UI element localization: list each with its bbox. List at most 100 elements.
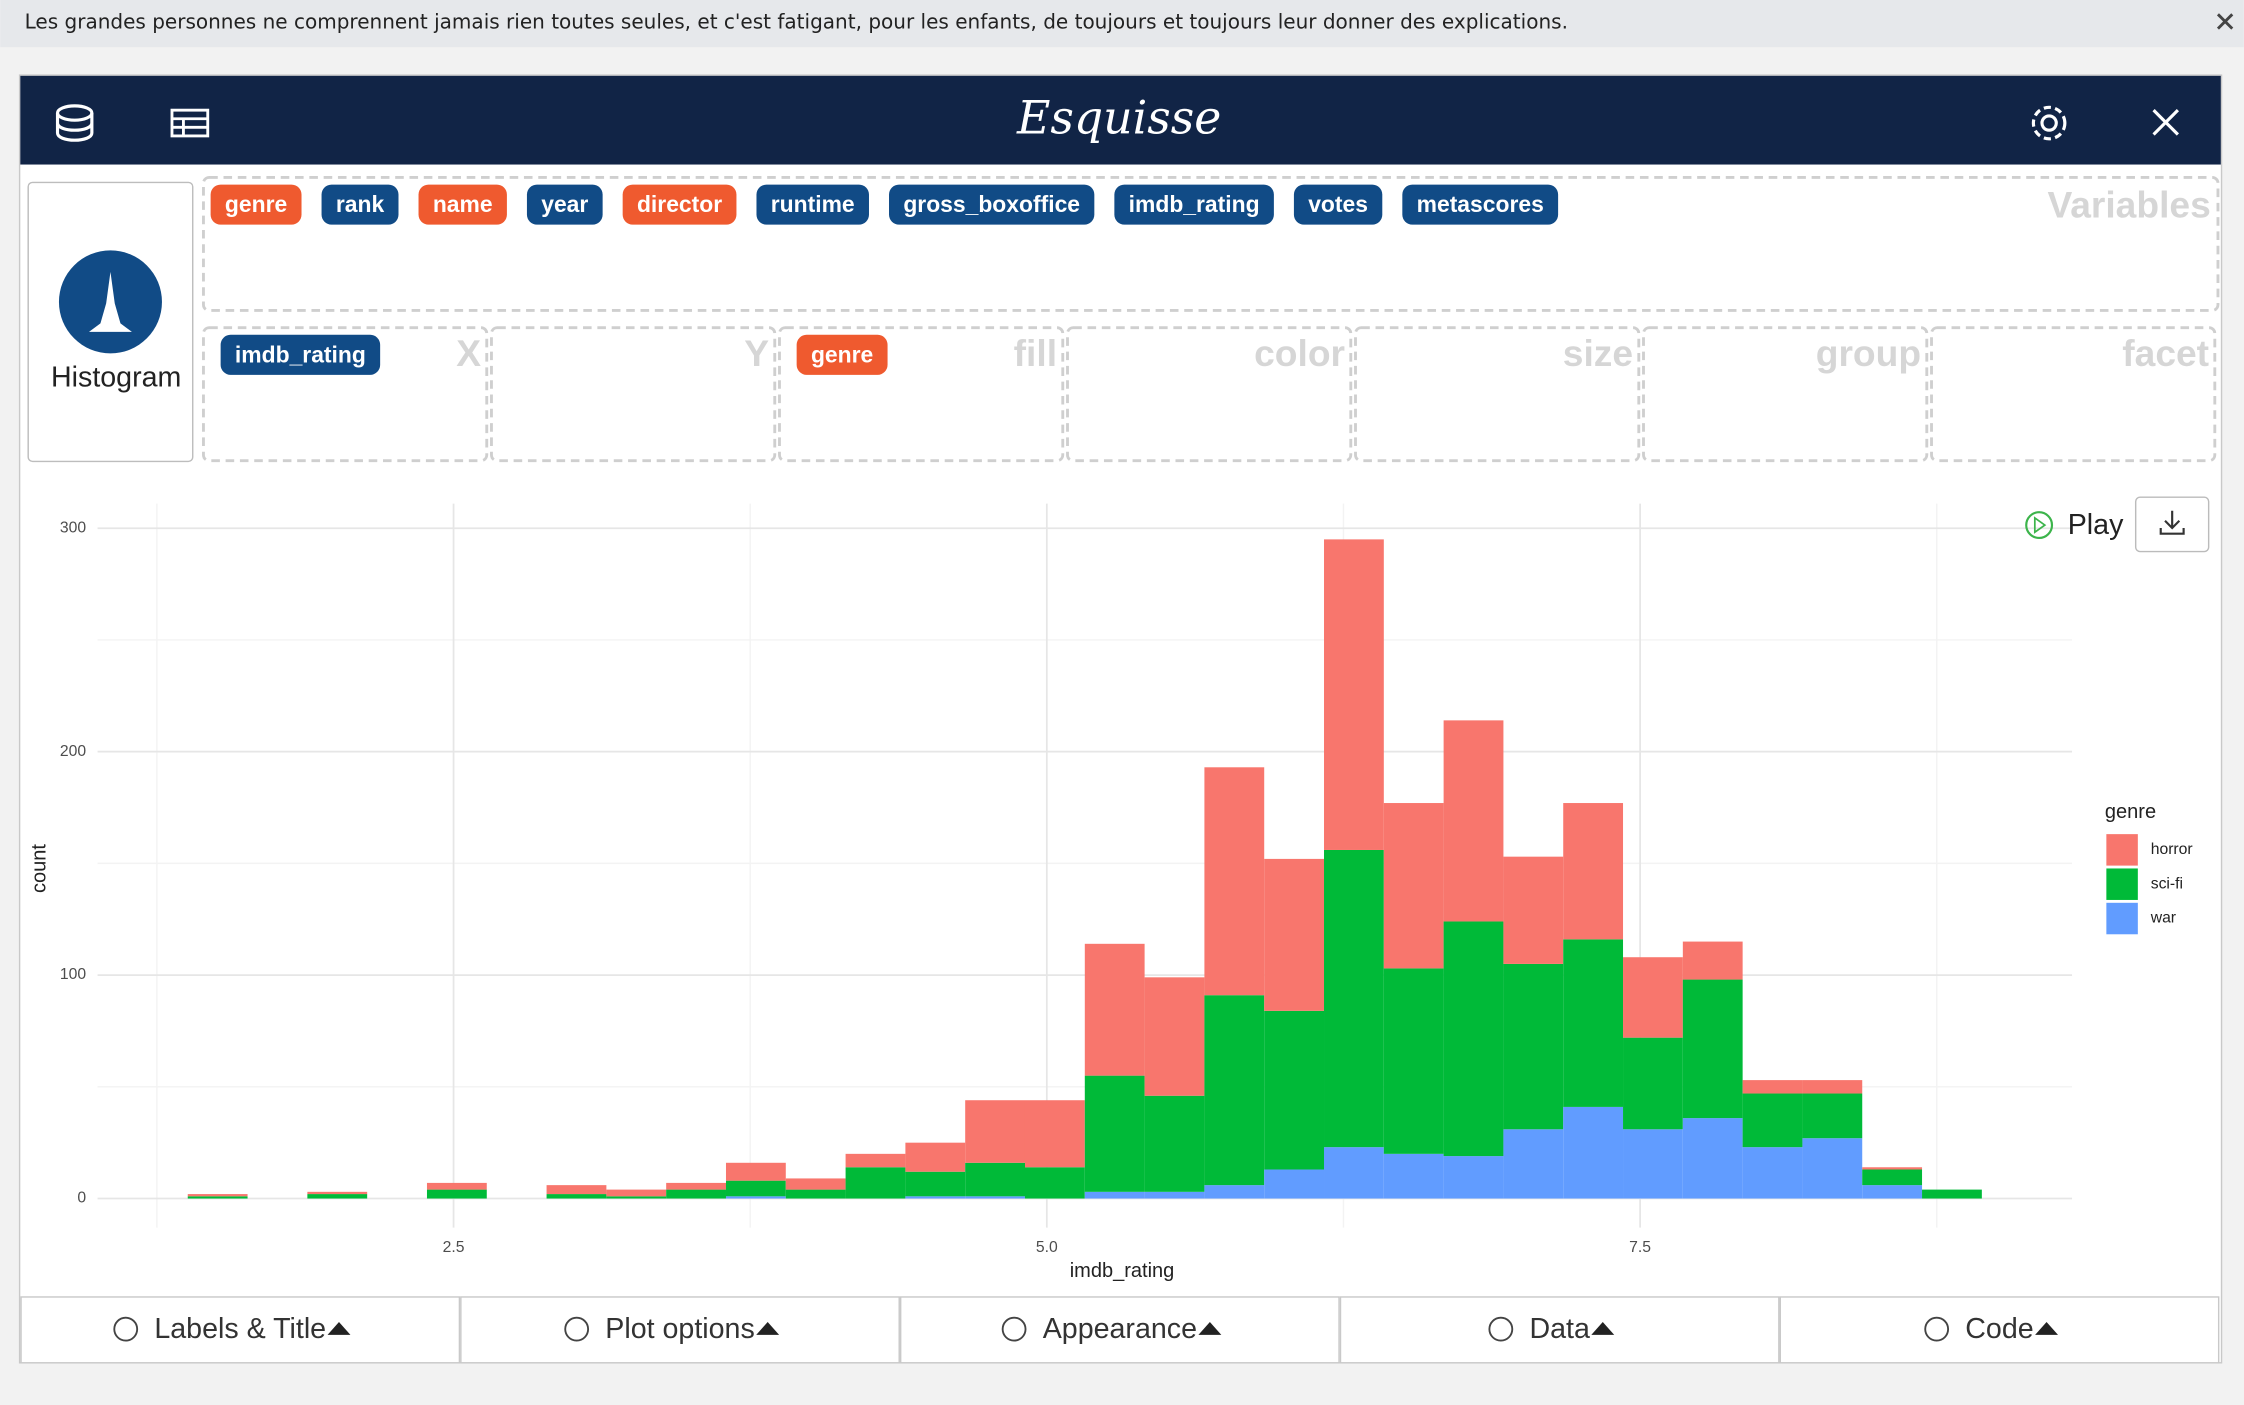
chip-bg bbox=[220, 334, 381, 375]
close-icon[interactable] bbox=[2152, 109, 2180, 136]
bottom-button[interactable]: Plot options bbox=[460, 1296, 900, 1364]
histogram-bar bbox=[905, 1171, 966, 1197]
zone-label: fill bbox=[1014, 332, 1057, 374]
button-bg bbox=[899, 1296, 1340, 1364]
variable-chip[interactable]: imdb_rating bbox=[1114, 184, 1274, 225]
variable-chip[interactable]: rank bbox=[321, 184, 399, 225]
variable-chip[interactable]: director bbox=[622, 184, 737, 225]
variable-chip[interactable]: metascores bbox=[1402, 184, 1559, 225]
histogram-bar bbox=[1443, 720, 1504, 922]
variable-chip[interactable]: gross_boxoffice bbox=[889, 184, 1095, 225]
notification-close[interactable] bbox=[2216, 13, 2234, 30]
variable-chip[interactable]: name bbox=[418, 184, 507, 225]
chip-bg bbox=[418, 184, 507, 225]
histogram-bar bbox=[1324, 1147, 1384, 1199]
notification-bar bbox=[0, 0, 2244, 48]
button-bg bbox=[1339, 1296, 1780, 1364]
drop-zone[interactable] bbox=[202, 326, 489, 463]
chip-label: metascores bbox=[1417, 191, 1544, 217]
histogram-bar bbox=[1742, 1080, 1803, 1094]
geom-icon-shape bbox=[88, 271, 132, 332]
download-button[interactable] bbox=[2134, 496, 2210, 553]
drop-zone[interactable] bbox=[1354, 326, 1641, 463]
chip-label: imdb_rating bbox=[235, 341, 366, 367]
chip-label: genre bbox=[225, 191, 287, 217]
table-icon[interactable] bbox=[170, 108, 210, 138]
zone-label: group bbox=[1816, 332, 1921, 374]
button-label: Labels & Title bbox=[154, 1313, 326, 1345]
chip-bg bbox=[889, 184, 1095, 225]
histogram-bar bbox=[1503, 963, 1564, 1130]
histogram-bar bbox=[1802, 1093, 1863, 1139]
zone-label: size bbox=[1563, 332, 1633, 374]
histogram-bar bbox=[1862, 1185, 1923, 1199]
legend-key bbox=[2106, 868, 2138, 900]
button-icon bbox=[1001, 1316, 1027, 1342]
button-bg bbox=[20, 1296, 461, 1364]
histogram-bar bbox=[546, 1194, 607, 1199]
variable-chip[interactable]: year bbox=[526, 184, 603, 225]
histogram-bar bbox=[426, 1182, 487, 1190]
button-arrow bbox=[2035, 1322, 2059, 1335]
histogram-bar bbox=[1623, 1037, 1683, 1130]
histogram-bar bbox=[426, 1189, 487, 1199]
histogram-bar bbox=[546, 1185, 607, 1195]
button-label: Plot options bbox=[605, 1313, 755, 1345]
histogram-bar bbox=[1682, 941, 1743, 980]
settings-icon[interactable] bbox=[2031, 105, 2067, 141]
variable-chip[interactable]: votes bbox=[1293, 184, 1383, 225]
x-tick-label: 5.0 bbox=[1036, 1239, 1058, 1256]
histogram-bar bbox=[845, 1153, 906, 1168]
bottom-button[interactable]: Code bbox=[1779, 1296, 2220, 1364]
histogram-bar bbox=[1383, 968, 1444, 1154]
drop-zone[interactable] bbox=[490, 326, 777, 463]
drop-zone[interactable] bbox=[1930, 326, 2217, 463]
histogram-bar bbox=[1443, 1156, 1504, 1199]
data-icon[interactable] bbox=[55, 104, 94, 142]
drop-zone[interactable] bbox=[1066, 326, 1353, 463]
histogram-bar bbox=[1144, 1095, 1205, 1192]
play-button[interactable]: Play bbox=[2025, 509, 2124, 541]
y-axis-title: count bbox=[29, 844, 51, 893]
bottom-button[interactable]: Data bbox=[1339, 1296, 1780, 1364]
button-arrow bbox=[327, 1322, 351, 1335]
chip-bg bbox=[1402, 184, 1559, 225]
chip-bg bbox=[756, 184, 869, 225]
variable-chip[interactable]: runtime bbox=[756, 184, 869, 225]
chip-label: imdb_rating bbox=[1129, 191, 1260, 217]
histogram-bar bbox=[1084, 1191, 1145, 1199]
drop-zone[interactable] bbox=[778, 326, 1065, 463]
variable-chip[interactable]: imdb_rating bbox=[220, 334, 381, 375]
zone-label: facet bbox=[2122, 332, 2209, 374]
button-icon bbox=[1488, 1316, 1514, 1342]
bottom-button[interactable]: Labels & Title bbox=[20, 1296, 461, 1364]
button-arrow bbox=[1591, 1322, 1615, 1335]
button-label: Code bbox=[1965, 1313, 2033, 1345]
histogram-bar bbox=[1682, 979, 1743, 1119]
histogram-bar bbox=[1324, 539, 1384, 850]
legend-key bbox=[2106, 834, 2138, 866]
chip-label: year bbox=[541, 191, 588, 217]
histogram-bar bbox=[606, 1189, 667, 1197]
histogram-bar bbox=[1623, 1129, 1683, 1199]
histogram-bar bbox=[1802, 1138, 1863, 1199]
drop-zone[interactable] bbox=[1642, 326, 1929, 463]
play-icon bbox=[2025, 511, 2054, 540]
histogram-bar bbox=[1024, 1167, 1085, 1199]
zone-label: color bbox=[1254, 332, 1345, 374]
variable-chip[interactable]: genre bbox=[796, 334, 888, 375]
histogram-bar bbox=[1264, 1010, 1325, 1170]
button-icon bbox=[1924, 1316, 1950, 1342]
chip-bg bbox=[321, 184, 399, 225]
histogram-bar bbox=[785, 1178, 846, 1190]
chip-label: name bbox=[433, 191, 493, 217]
chip-bg bbox=[796, 334, 888, 375]
bottom-button[interactable]: Appearance bbox=[899, 1296, 1340, 1364]
chip-bg bbox=[1114, 184, 1274, 225]
histogram-bar bbox=[965, 1162, 1025, 1197]
legend-title: genre bbox=[2105, 801, 2156, 823]
button-icon bbox=[564, 1316, 590, 1342]
legend-label: war bbox=[2150, 910, 2176, 927]
variable-chip[interactable]: genre bbox=[210, 184, 302, 225]
button-bg bbox=[460, 1296, 900, 1364]
